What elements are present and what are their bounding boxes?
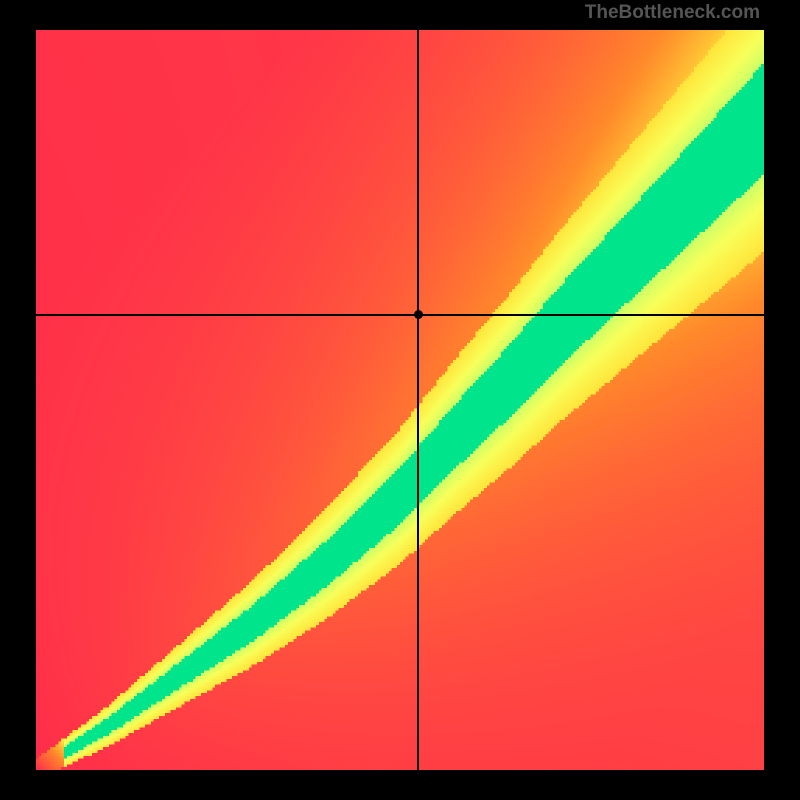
plot-area: [36, 30, 764, 770]
attribution-label: TheBottleneck.com: [585, 2, 760, 24]
figure-container: TheBottleneck.com: [0, 0, 800, 800]
heatmap-canvas: [36, 30, 764, 770]
crosshair-vertical: [417, 30, 419, 770]
crosshair-horizontal: [36, 314, 764, 316]
